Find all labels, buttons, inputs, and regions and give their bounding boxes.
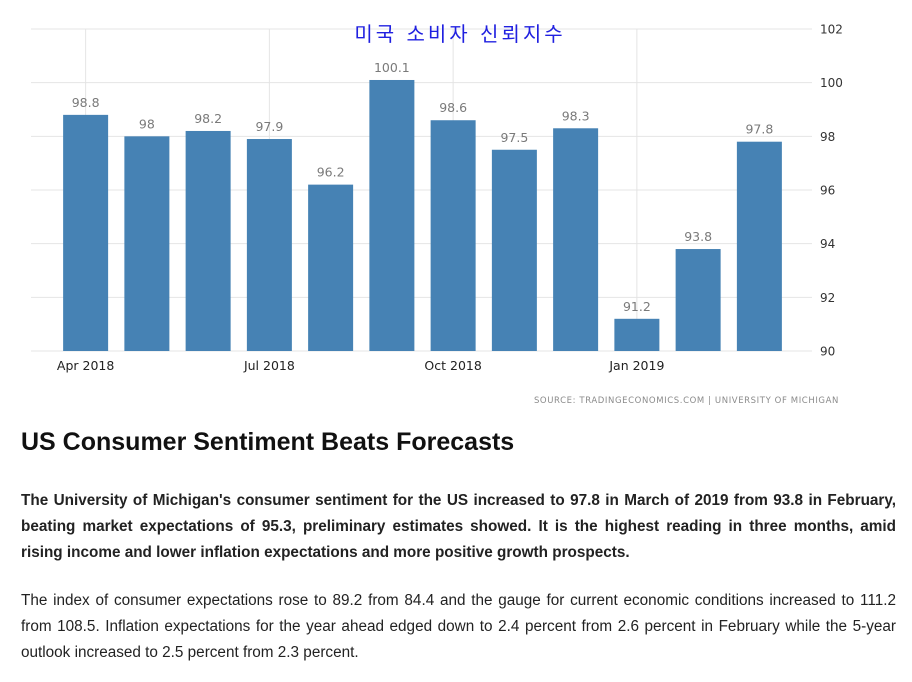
article-lead-paragraph: The University of Michigan's consumer se…: [21, 492, 896, 561]
x-tick-label: Oct 2018: [424, 358, 481, 373]
y-tick-label: 90: [820, 345, 835, 359]
bar-value-label: 96.2: [317, 165, 345, 180]
chart-bars: [63, 79, 782, 351]
bar-value-label: 91.2: [623, 299, 651, 314]
x-tick-label: Apr 2018: [57, 358, 114, 373]
y-tick-label: 98: [820, 130, 835, 144]
bar-value-label: 98.6: [439, 100, 467, 115]
bar-value-label: 93.8: [684, 229, 712, 244]
chart-source: SOURCE: TRADINGECONOMICS.COM | UNIVERSIT…: [533, 396, 839, 406]
chart-y-axis: 90 92 94 96 98 100 102: [820, 23, 843, 359]
bar-value-label: 97.8: [745, 122, 773, 137]
bar: [63, 114, 109, 351]
bar-value-label: 97.5: [500, 130, 528, 145]
bar: [246, 139, 292, 351]
bar: [491, 149, 537, 351]
bar: [553, 128, 599, 351]
bar: [308, 184, 354, 351]
y-tick-label: 100: [820, 76, 843, 90]
bar: [675, 249, 721, 351]
bar: [185, 130, 231, 351]
chart-title: 미국 소비자 신뢰지수: [354, 22, 565, 46]
y-tick-label: 96: [820, 184, 835, 198]
bar-value-label: 100.1: [374, 60, 410, 75]
bar-value-label: 98.2: [194, 111, 222, 126]
y-tick-label: 94: [820, 237, 835, 251]
x-tick-label: Jul 2018: [243, 358, 295, 373]
chart-value-labels: 98.8 98 98.2 97.9 96.2 100.1 98.6 97.5 98.3 91.2 9…: [72, 60, 774, 314]
bar-value-label: 98: [139, 116, 155, 131]
bar: [430, 120, 476, 351]
chart-x-axis: Apr 2018 Jul 2018 Oct 2018 Jan 2019: [57, 358, 665, 373]
bar: [736, 141, 782, 351]
bar: [614, 318, 660, 351]
y-tick-label: 92: [820, 291, 835, 305]
bar-value-label: 98.3: [562, 108, 590, 123]
bar-value-label: 98.8: [72, 95, 100, 110]
y-tick-label: 102: [820, 23, 843, 37]
article-body-paragraph: The index of consumer expectations rose …: [21, 592, 896, 661]
x-tick-label: Jan 2019: [608, 358, 664, 373]
article-headline: US Consumer Sentiment Beats Forecasts: [21, 428, 515, 456]
bar: [369, 79, 415, 351]
bar: [124, 136, 170, 351]
bar-value-label: 97.9: [255, 119, 283, 134]
bar-chart: 98.8 98 98.2 97.9 96.2 100.1 98.6 97.5 98.3 91.2 9…: [31, 22, 843, 373]
